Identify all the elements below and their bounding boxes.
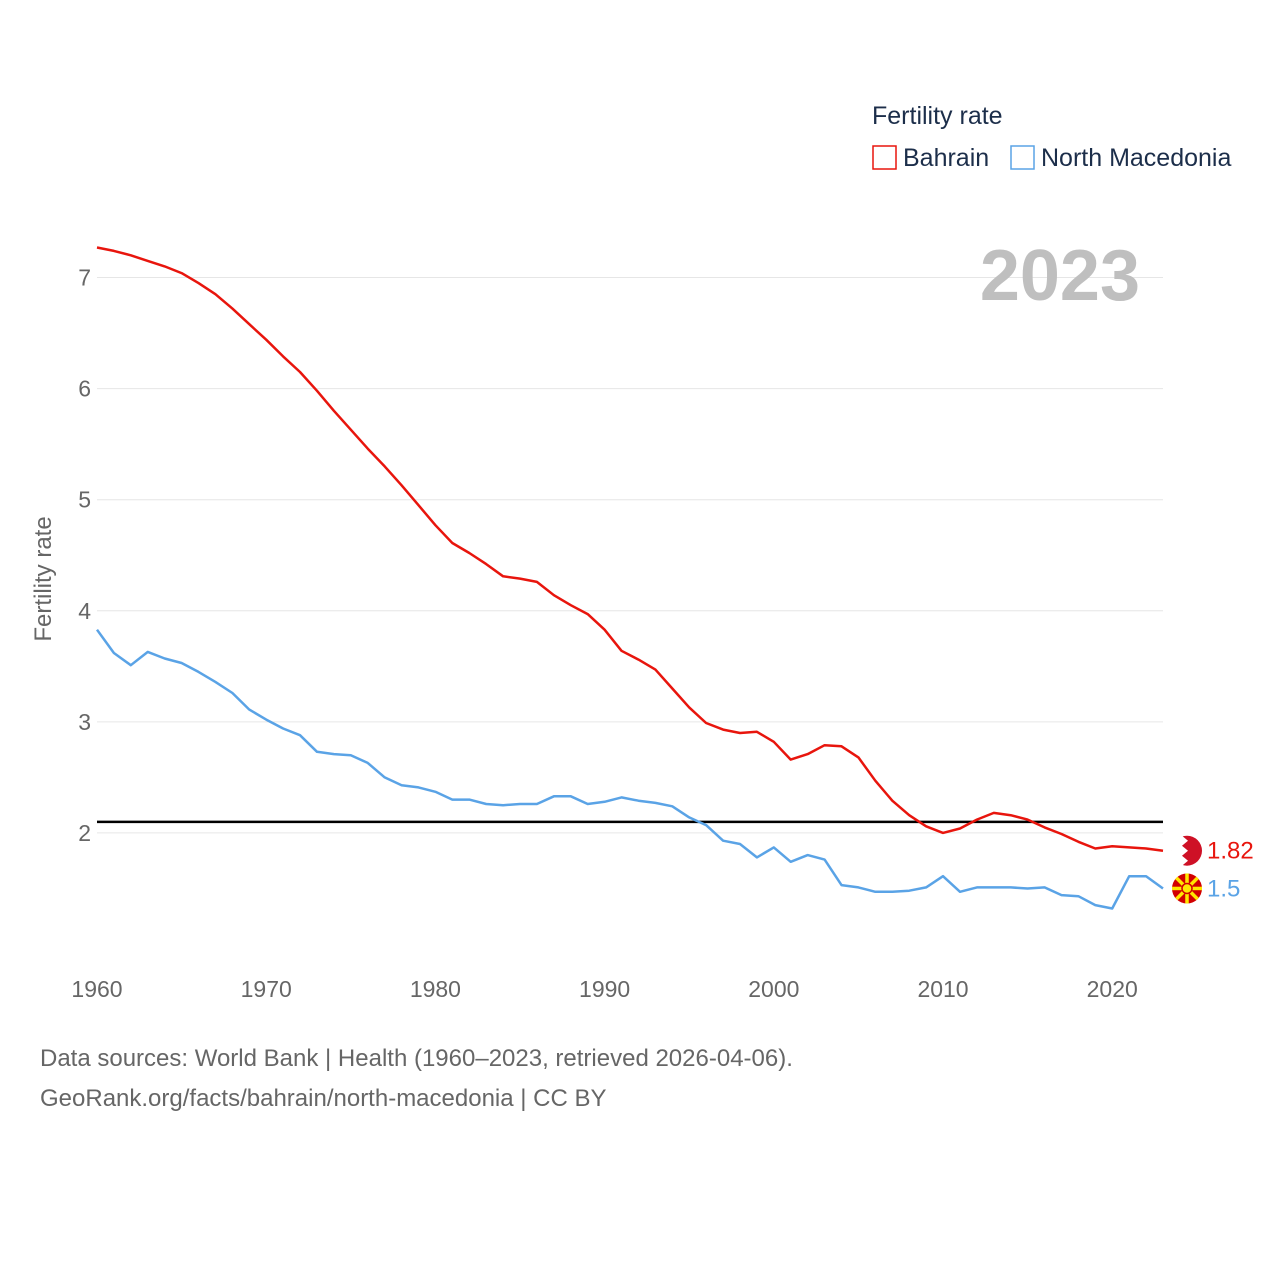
x-tick-label-1980: 1980 bbox=[410, 976, 461, 1002]
series-lines bbox=[95, 246, 1164, 910]
bahrain-flag-icon bbox=[1172, 835, 1202, 866]
y-tick-label-4: 4 bbox=[78, 598, 91, 624]
footer-sources: Data sources: World Bank | Health (1960–… bbox=[40, 1045, 793, 1072]
series-end-labels: 1.82 1.5 bbox=[1172, 835, 1254, 904]
x-tick-label-1960: 1960 bbox=[71, 976, 122, 1002]
legend-label-north-macedonia: North Macedonia bbox=[1041, 144, 1231, 172]
x-tick-label-2020: 2020 bbox=[1087, 976, 1138, 1002]
current-year-label: 2023 bbox=[980, 236, 1140, 316]
footer-attribution[interactable]: GeoRank.org/facts/bahrain/north-macedoni… bbox=[40, 1085, 607, 1112]
y-tick-label-2: 2 bbox=[78, 820, 91, 846]
grid-lines bbox=[97, 277, 1163, 834]
y-axis-ticks: 2 3 4 5 6 7 bbox=[78, 265, 91, 846]
legend-item-bahrain[interactable]: Bahrain bbox=[872, 144, 989, 172]
legend-swatch-north-macedonia bbox=[1010, 145, 1035, 170]
y-tick-label-7: 7 bbox=[78, 265, 91, 291]
legend-item-north-macedonia[interactable]: North Macedonia bbox=[1010, 144, 1231, 172]
legend-title: Fertility rate bbox=[872, 102, 1003, 130]
y-tick-label-6: 6 bbox=[78, 376, 91, 402]
x-tick-label-1990: 1990 bbox=[579, 976, 630, 1002]
legend-label-bahrain: Bahrain bbox=[903, 144, 989, 172]
y-tick-label-5: 5 bbox=[78, 487, 91, 513]
x-axis-ticks: 1960 1970 1980 1990 2000 2010 2020 bbox=[71, 976, 1137, 1002]
y-tick-label-3: 3 bbox=[78, 709, 91, 735]
legend-swatch-bahrain bbox=[872, 145, 897, 170]
north-macedonia-flag-icon bbox=[1172, 873, 1202, 904]
x-tick-label-2010: 2010 bbox=[917, 976, 968, 1002]
end-value-label-north-macedonia: 1.5 bbox=[1207, 875, 1240, 902]
series-line-bahrain[interactable] bbox=[96, 246, 1164, 852]
x-tick-label-1970: 1970 bbox=[241, 976, 292, 1002]
legend: Fertility rate Bahrain North Macedonia bbox=[872, 102, 1231, 172]
y-axis-label: Fertility rate bbox=[30, 516, 57, 641]
x-tick-label-2000: 2000 bbox=[748, 976, 799, 1002]
series-line-north-macedonia[interactable] bbox=[95, 628, 1164, 910]
end-value-label-bahrain: 1.82 bbox=[1207, 838, 1254, 865]
